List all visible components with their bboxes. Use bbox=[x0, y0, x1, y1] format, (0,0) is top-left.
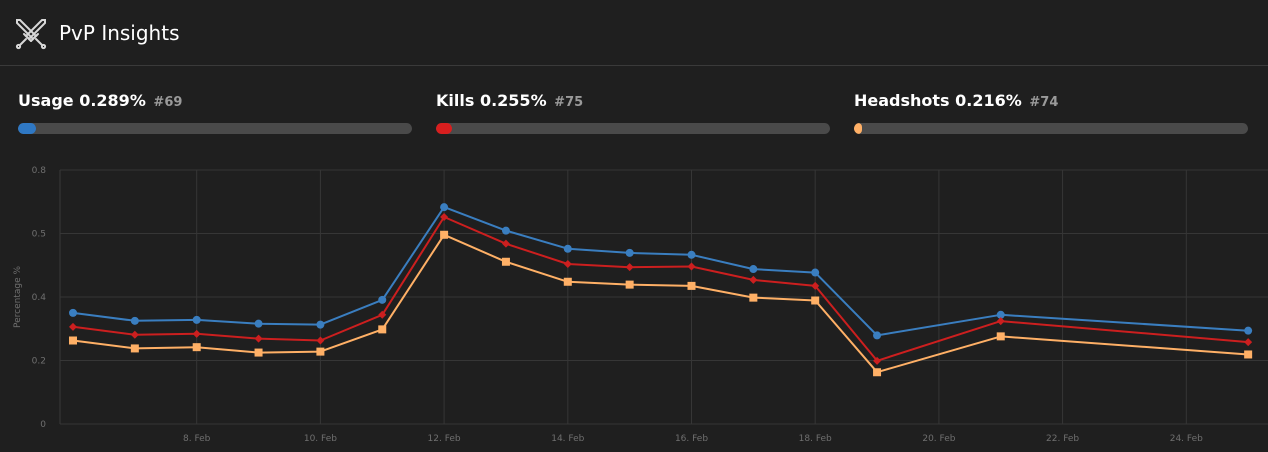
y-tick-label: 0.2 bbox=[32, 357, 46, 367]
data-point[interactable] bbox=[192, 315, 201, 324]
data-point[interactable] bbox=[501, 257, 510, 266]
series-line bbox=[72, 233, 1249, 374]
y-tick-label: 0.5 bbox=[32, 230, 46, 240]
data-point[interactable] bbox=[625, 248, 634, 257]
kills-rank: #75 bbox=[554, 95, 584, 110]
data-point[interactable] bbox=[69, 322, 77, 331]
data-point[interactable] bbox=[69, 308, 77, 317]
data-point[interactable] bbox=[563, 259, 572, 268]
series-1 bbox=[69, 212, 1253, 365]
usage-stat: Usage 0.289% #69 bbox=[18, 90, 414, 140]
data-point[interactable] bbox=[996, 310, 1005, 319]
data-point[interactable] bbox=[996, 332, 1005, 341]
data-point[interactable] bbox=[1244, 350, 1253, 359]
x-tick-label: 22. Feb bbox=[1046, 434, 1079, 444]
headshots-stat: Headshots 0.216% #74 bbox=[854, 90, 1250, 140]
data-point[interactable] bbox=[192, 343, 201, 352]
series-line bbox=[72, 216, 1249, 362]
x-tick-label: 24. Feb bbox=[1170, 434, 1203, 444]
data-point[interactable] bbox=[130, 316, 139, 325]
data-point[interactable] bbox=[440, 203, 449, 212]
data-point[interactable] bbox=[130, 344, 139, 353]
usage-progress-bar bbox=[18, 123, 412, 134]
headshots-label: Headshots bbox=[854, 91, 950, 110]
data-point[interactable] bbox=[811, 268, 820, 277]
data-point[interactable] bbox=[378, 310, 387, 319]
data-point[interactable] bbox=[501, 239, 510, 248]
data-point[interactable] bbox=[440, 212, 449, 221]
data-point[interactable] bbox=[625, 263, 634, 272]
kills-progress-bar bbox=[436, 123, 830, 134]
chart-grid bbox=[59, 169, 1268, 425]
data-point[interactable] bbox=[378, 295, 387, 304]
data-point[interactable] bbox=[192, 329, 201, 338]
data-point[interactable] bbox=[563, 277, 572, 286]
data-point[interactable] bbox=[873, 368, 882, 377]
headshots-value: 0.216% bbox=[955, 91, 1022, 110]
y-tick-label: 0.4 bbox=[32, 293, 47, 303]
data-point[interactable] bbox=[254, 348, 263, 357]
series-2 bbox=[69, 230, 1253, 377]
headshots-progress-fill bbox=[854, 123, 862, 134]
usage-label: Usage bbox=[18, 91, 74, 110]
data-point[interactable] bbox=[873, 356, 882, 365]
y-tick-label: 0.8 bbox=[32, 166, 47, 176]
data-point[interactable] bbox=[687, 281, 696, 290]
data-point[interactable] bbox=[378, 325, 387, 334]
kills-stat-heading: Kills 0.255% #75 bbox=[436, 90, 583, 114]
data-point[interactable] bbox=[749, 293, 758, 302]
data-point[interactable] bbox=[254, 319, 263, 328]
data-point[interactable] bbox=[501, 226, 510, 235]
data-point[interactable] bbox=[811, 281, 820, 290]
usage-progress-fill bbox=[18, 123, 36, 134]
chart-axes: 0 0.2 0.4 0.5 0.8 8. Feb 10. Feb 12. Feb 14. Feb… bbox=[13, 166, 1203, 444]
data-point[interactable] bbox=[316, 336, 325, 345]
x-tick-label: 18. Feb bbox=[799, 434, 832, 444]
series-line bbox=[72, 206, 1249, 337]
headshots-progress-bar bbox=[854, 123, 1248, 134]
kills-progress-fill bbox=[436, 123, 452, 134]
kills-value: 0.255% bbox=[479, 91, 547, 110]
data-point[interactable] bbox=[996, 317, 1005, 326]
x-tick-label: 10. Feb bbox=[304, 434, 337, 444]
data-point[interactable] bbox=[440, 230, 449, 239]
kills-stat: Kills 0.255% #75 bbox=[436, 90, 832, 140]
page-title: PvP Insights bbox=[59, 21, 180, 45]
pvp-trend-chart: 0 0.2 0.4 0.5 0.8 8. Feb 10. Feb 12. Feb 14. Feb… bbox=[13, 166, 1268, 444]
data-point[interactable] bbox=[873, 331, 882, 340]
x-tick-label: 16. Feb bbox=[675, 434, 708, 444]
y-tick-label: 0 bbox=[40, 420, 46, 430]
chart-series bbox=[69, 203, 1253, 377]
data-point[interactable] bbox=[563, 244, 572, 253]
data-point[interactable] bbox=[130, 330, 139, 339]
x-tick-label: 20. Feb bbox=[922, 434, 955, 444]
data-point[interactable] bbox=[625, 280, 634, 289]
y-axis-title: Percentage % bbox=[13, 266, 23, 328]
data-point[interactable] bbox=[1244, 338, 1253, 347]
data-point[interactable] bbox=[69, 336, 77, 345]
headshots-rank: #74 bbox=[1029, 95, 1059, 110]
data-point[interactable] bbox=[811, 296, 820, 305]
kills-label: Kills bbox=[436, 91, 475, 110]
data-point[interactable] bbox=[1244, 326, 1253, 335]
usage-stat-heading: Usage 0.289% #69 bbox=[18, 90, 182, 114]
headshots-stat-heading: Headshots 0.216% #74 bbox=[854, 90, 1058, 114]
data-point[interactable] bbox=[687, 250, 696, 259]
series-0 bbox=[69, 203, 1253, 340]
usage-rank: #69 bbox=[153, 95, 183, 110]
usage-value: 0.289% bbox=[79, 91, 146, 110]
data-point[interactable] bbox=[254, 334, 263, 343]
x-tick-label: 8. Feb bbox=[183, 434, 211, 444]
page-header: PvP Insights bbox=[0, 0, 1268, 66]
data-point[interactable] bbox=[749, 265, 758, 274]
data-point[interactable] bbox=[749, 275, 758, 284]
data-point[interactable] bbox=[316, 320, 325, 329]
data-point[interactable] bbox=[687, 262, 696, 271]
crossed-swords-icon bbox=[15, 19, 47, 50]
x-tick-label: 12. Feb bbox=[428, 434, 461, 444]
data-point[interactable] bbox=[316, 347, 325, 356]
x-tick-label: 14. Feb bbox=[551, 434, 584, 444]
